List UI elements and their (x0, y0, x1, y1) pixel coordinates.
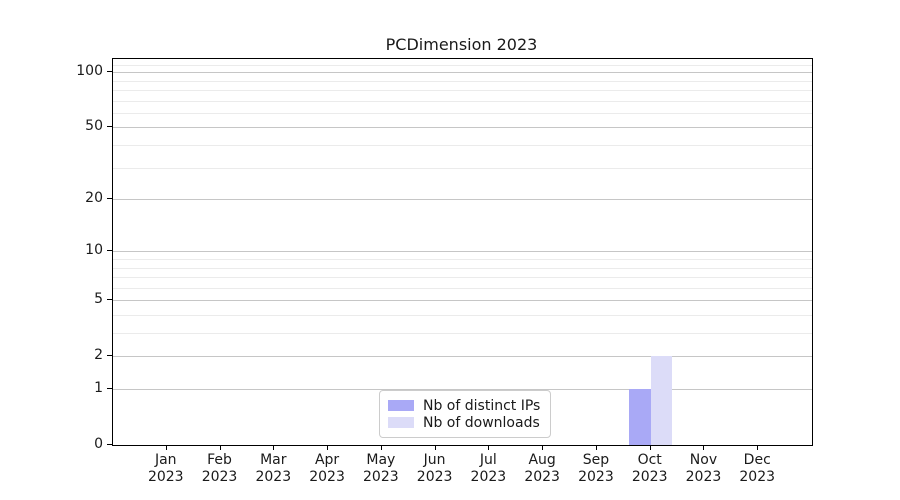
x-tick-mark-mar (273, 445, 275, 450)
y-tick-mark-20 (107, 198, 112, 200)
y-grid-major-5 (113, 300, 812, 302)
y-grid-minor-9 (113, 259, 812, 261)
x-tick-mark-apr (327, 445, 329, 450)
y-grid-major-2 (113, 356, 812, 358)
x-tick-mark-nov (703, 445, 705, 450)
y-grid-minor-40 (113, 145, 812, 147)
y-grid-major-20 (113, 199, 812, 201)
x-tick-mark-aug (542, 445, 544, 450)
x-tick-label-may: May 2023 (363, 452, 399, 485)
x-tick-label-apr: Apr 2023 (309, 452, 345, 485)
x-tick-label-dec: Dec 2023 (739, 452, 776, 485)
legend-item-distinct-ips: Nb of distinct IPs (388, 397, 542, 414)
y-tick-label-50: 50 (85, 118, 103, 135)
y-tick-label-1: 1 (94, 380, 103, 397)
x-tick-label-oct: Oct 2023 (631, 452, 668, 485)
y-tick-label-5: 5 (94, 291, 103, 308)
y-grid-minor-8 (113, 267, 812, 269)
y-tick-label-100: 100 (76, 63, 103, 80)
x-tick-label-feb: Feb 2023 (201, 452, 238, 485)
legend-swatch-downloads (388, 417, 414, 428)
x-tick-label-aug: Aug 2023 (524, 452, 560, 485)
y-grid-minor-4 (113, 315, 812, 316)
y-tick-mark-1 (107, 388, 112, 390)
y-grid-major-100 (113, 72, 812, 74)
y-tick-mark-50 (107, 126, 112, 128)
y-grid-major-1 (113, 389, 812, 391)
y-grid-minor-7 (113, 277, 812, 279)
y-tick-mark-5 (107, 299, 112, 301)
y-tick-mark-10 (107, 250, 112, 252)
y-tick-mark-0 (107, 444, 112, 445)
y-grid-major-10 (113, 251, 812, 253)
y-grid-major-50 (113, 127, 812, 129)
legend-label-downloads: Nb of downloads (423, 414, 540, 431)
x-tick-mark-jan (165, 445, 167, 450)
y-grid-minor-80 (113, 90, 812, 92)
y-grid-minor-6 (113, 287, 812, 289)
x-tick-mark-oct (649, 445, 651, 450)
plot-area: Nb of distinct IPs Nb of downloads (112, 58, 813, 446)
chart-title: PCDimension 2023 (385, 35, 538, 54)
y-grid-minor-30 (113, 167, 812, 169)
bar-nb-of-distinct-ips-oct (629, 389, 651, 445)
y-tick-mark-100 (107, 71, 112, 73)
legend-item-downloads: Nb of downloads (388, 414, 542, 431)
bar-nb-of-downloads-oct (650, 356, 673, 445)
x-tick-mark-jul (488, 445, 490, 450)
x-tick-label-mar: Mar 2023 (255, 452, 292, 485)
x-tick-label-jun: Jun 2023 (416, 452, 453, 485)
y-grid-minor-60 (113, 112, 812, 114)
x-tick-mark-sep (595, 445, 597, 450)
y-tick-label-10: 10 (85, 242, 103, 259)
y-tick-mark-2 (107, 355, 112, 357)
legend: Nb of distinct IPs Nb of downloads (379, 390, 551, 438)
x-tick-mark-feb (219, 445, 221, 450)
x-tick-label-jan: Jan 2023 (147, 452, 184, 485)
y-tick-label-0: 0 (94, 436, 103, 452)
y-grid-minor-90 (113, 80, 812, 82)
x-tick-mark-may (380, 445, 382, 450)
x-tick-mark-dec (757, 445, 759, 450)
legend-label-distinct-ips: Nb of distinct IPs (423, 397, 541, 414)
x-tick-label-nov: Nov 2023 (685, 452, 722, 485)
y-tick-label-20: 20 (85, 190, 103, 207)
x-tick-label-jul: Jul 2023 (470, 452, 507, 485)
y-grid-minor-110 (113, 64, 812, 66)
y-grid-minor-3 (113, 333, 812, 335)
y-tick-label-2: 2 (94, 347, 103, 364)
legend-swatch-distinct-ips (388, 400, 414, 411)
y-grid-minor-70 (113, 100, 812, 102)
x-tick-mark-jun (434, 445, 436, 450)
x-tick-label-sep: Sep 2023 (578, 452, 614, 485)
